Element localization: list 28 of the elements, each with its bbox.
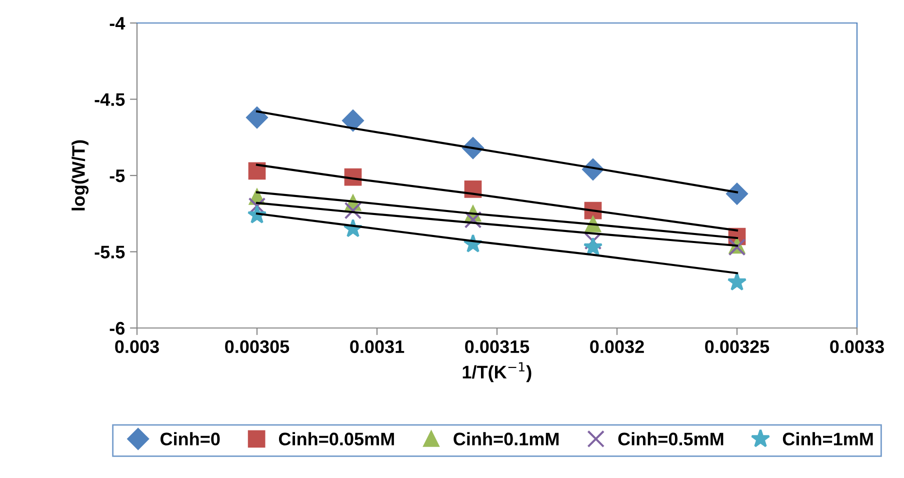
point: [248, 162, 266, 180]
legend-label: Cinh=0.05mM: [278, 432, 394, 446]
point: [246, 106, 268, 128]
point: [584, 232, 602, 250]
x-axis-title: 1/T(K$^{−1}$): [462, 362, 532, 382]
point: [464, 211, 482, 228]
x-tick-label: 0.00315: [465, 340, 530, 354]
point: [342, 110, 364, 132]
y-axis-title: log(W/T): [72, 140, 89, 210]
legend-label: Cinh=0: [160, 432, 220, 446]
x-tick-label: 0.0032: [590, 340, 644, 354]
x-tick-label: 0.00305: [225, 340, 290, 354]
point: [726, 182, 748, 205]
y-tick-label: -4.5: [94, 93, 125, 106]
x-tick-label: 0.0031: [350, 340, 404, 354]
y-tick-label: -5: [110, 170, 125, 182]
point: [583, 237, 603, 256]
y-tick-label: -4: [110, 17, 126, 30]
y-tick-label: -5.5: [94, 246, 125, 258]
point: [727, 272, 747, 291]
point: [344, 202, 362, 220]
legend-label: Cinh=0.5mM: [618, 432, 724, 446]
legend-label: Cinh=1mM: [782, 432, 873, 446]
legend-label: Cinh=0.1mM: [454, 432, 559, 446]
y-tick-label: -6: [110, 322, 125, 335]
x-tick-label: 0.0033: [830, 340, 884, 354]
x-tick-label: 0.00325: [705, 340, 770, 354]
x-tick-label: 0.003: [115, 340, 159, 354]
